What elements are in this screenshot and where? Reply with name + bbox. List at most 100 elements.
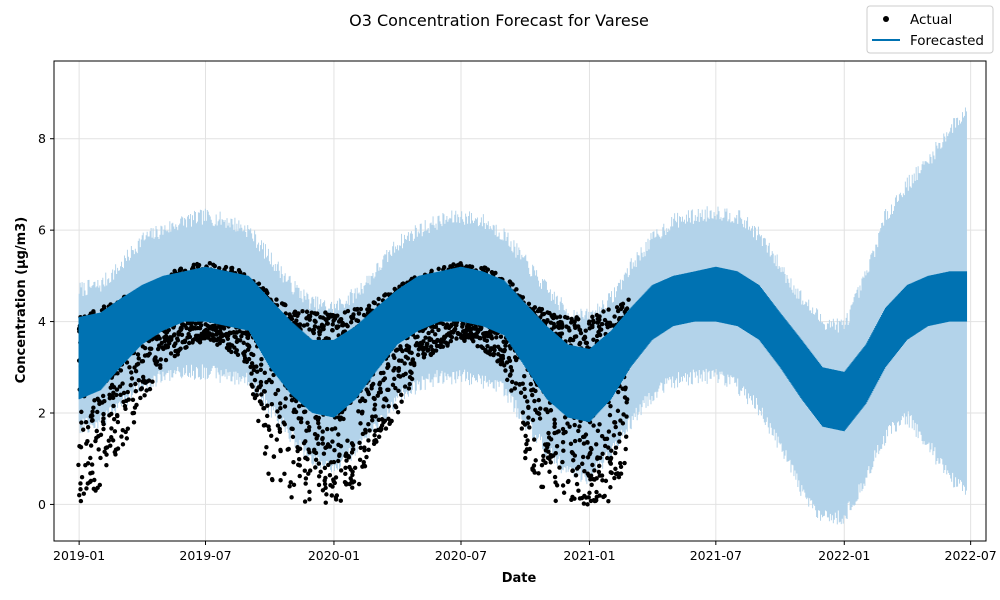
actual-point [366, 447, 371, 452]
actual-point [104, 462, 109, 468]
actual-point [258, 367, 263, 373]
actual-point [131, 420, 137, 425]
actual-point [140, 359, 146, 364]
actual-point [305, 456, 310, 462]
actual-point [338, 443, 344, 449]
actual-point [393, 385, 398, 391]
actual-point [275, 423, 281, 428]
actual-point [522, 394, 528, 400]
actual-point [507, 373, 513, 378]
actual-point [351, 479, 357, 484]
actual-point [433, 348, 439, 353]
actual-point [376, 296, 381, 302]
actual-point [382, 418, 388, 424]
actual-point [317, 425, 322, 430]
actual-point [366, 438, 371, 443]
actual-point [597, 493, 602, 498]
actual-point [591, 423, 596, 428]
actual-point [536, 471, 541, 476]
actual-point [362, 464, 368, 469]
actual-point [597, 455, 603, 461]
actual-point [510, 282, 515, 287]
actual-point [532, 305, 538, 310]
y-tick-label: 2 [38, 406, 46, 421]
x-tick-label: 2019-01 [53, 548, 105, 563]
actual-point [572, 438, 578, 444]
actual-point [332, 448, 337, 453]
actual-point [297, 463, 302, 468]
actual-point [386, 416, 391, 421]
actual-point [316, 482, 322, 488]
actual-point [584, 340, 590, 346]
actual-point [278, 401, 283, 406]
actual-point [251, 367, 257, 373]
actual-point [378, 428, 383, 433]
actual-point [557, 314, 563, 319]
actual-point [352, 465, 358, 471]
x-axis-ticks: 2019-01 2019-07 2020-01 2020-07 2021-01 2021-… [53, 541, 997, 563]
actual-point [403, 371, 408, 377]
actual-point [576, 428, 581, 434]
actual-point [302, 499, 308, 504]
actual-point [225, 336, 231, 341]
y-tick-label: 8 [38, 131, 46, 146]
actual-point [144, 388, 149, 393]
actual-point [311, 330, 316, 336]
actual-point [119, 434, 124, 439]
actual-point [178, 346, 183, 351]
actual-point [330, 484, 335, 489]
actual-point [533, 388, 538, 394]
actual-point [574, 481, 580, 487]
actual-point [393, 404, 399, 410]
actual-point [179, 332, 185, 337]
actual-point [291, 459, 296, 465]
actual-point [426, 330, 431, 336]
actual-point [406, 346, 411, 352]
y-axis-ticks: 0 2 4 6 8 [38, 131, 54, 512]
actual-point [307, 468, 313, 473]
actual-point [265, 403, 270, 408]
actual-point [316, 325, 321, 330]
actual-point [221, 326, 227, 331]
actual-point [366, 303, 372, 308]
actual-point [118, 392, 123, 397]
actual-point [572, 496, 577, 501]
actual-point [623, 385, 628, 390]
actual-point [142, 393, 147, 398]
actual-point [262, 389, 267, 394]
actual-point [557, 465, 562, 470]
actual-point [415, 334, 420, 339]
actual-point [256, 281, 262, 286]
actual-point [334, 493, 340, 498]
actual-point [402, 384, 408, 389]
actual-point [78, 498, 84, 504]
actual-point [608, 403, 613, 409]
actual-point [341, 416, 346, 422]
actual-point [573, 334, 579, 339]
actual-point [613, 466, 618, 472]
actual-point [81, 491, 87, 496]
actual-point [305, 322, 310, 327]
actual-point [273, 391, 278, 397]
actual-point [76, 462, 81, 468]
actual-point [383, 426, 389, 431]
actual-point [454, 322, 459, 328]
actual-point [608, 485, 613, 490]
actual-point [428, 344, 434, 349]
actual-point [78, 487, 83, 492]
actual-point [350, 472, 355, 478]
actual-point [131, 410, 137, 416]
actual-point [153, 355, 158, 360]
actual-point [606, 429, 612, 434]
actual-point [266, 427, 272, 432]
actual-point [344, 458, 349, 463]
actual-point [436, 327, 441, 333]
actual-point [436, 266, 441, 272]
actual-point [613, 445, 619, 450]
actual-point [269, 433, 274, 438]
actual-point [366, 391, 371, 397]
actual-point [360, 409, 365, 415]
actual-point [586, 495, 591, 500]
actual-point [306, 471, 311, 476]
actual-point [525, 421, 530, 426]
